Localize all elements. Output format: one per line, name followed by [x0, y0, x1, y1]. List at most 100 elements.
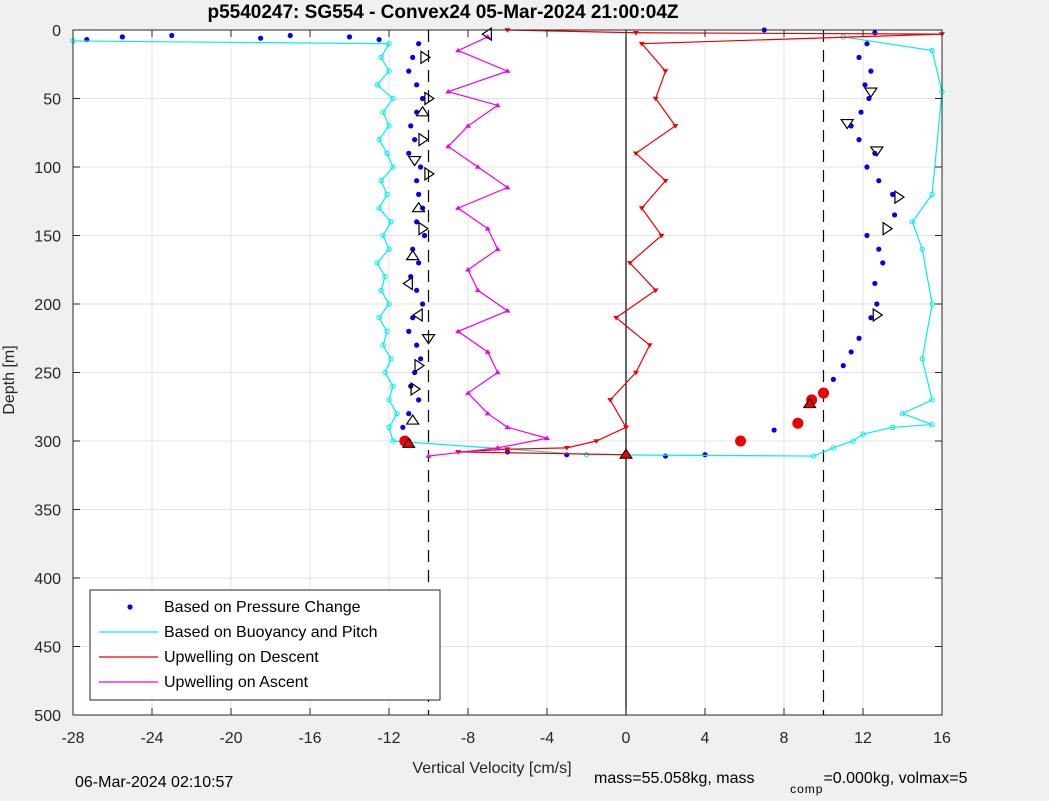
- open-triangle-marker: [407, 155, 422, 167]
- data-point: [929, 397, 935, 403]
- series-layer: [70, 27, 945, 459]
- data-point: [484, 225, 491, 231]
- data-point: [410, 54, 416, 61]
- data-point: [874, 301, 880, 307]
- data-point: [406, 411, 412, 417]
- data-point: [382, 273, 388, 280]
- data-point: [862, 82, 868, 88]
- data-point: [864, 41, 870, 47]
- data-point: [662, 69, 669, 74]
- data-point: [504, 68, 511, 73]
- data-point: [504, 424, 511, 430]
- data-point: [410, 246, 416, 252]
- open-triangle-marker: [415, 105, 430, 117]
- data-point: [414, 342, 420, 348]
- open-triangle-marker: [421, 334, 436, 345]
- y-tick-label: 150: [34, 229, 61, 246]
- data-point: [390, 164, 396, 170]
- data-point: [455, 328, 462, 334]
- data-point: [672, 124, 679, 129]
- y-tick-label: 200: [34, 297, 61, 314]
- legend-label: Upwelling on Descent: [164, 649, 319, 666]
- data-point: [386, 246, 392, 252]
- data-point: [583, 452, 590, 458]
- open-triangle-marker: [869, 146, 884, 158]
- data-point: [380, 109, 386, 115]
- open-triangle-marker: [418, 132, 430, 147]
- data-point: [119, 34, 125, 40]
- x-tick-label: 4: [701, 730, 710, 747]
- x-tick-label: 12: [854, 730, 872, 747]
- data-point: [504, 447, 511, 452]
- legend-swatch: [127, 604, 133, 610]
- open-triangle-marker: [412, 307, 423, 323]
- data-point: [445, 143, 452, 149]
- y-tick-label: 400: [34, 571, 61, 588]
- data-point: [418, 164, 424, 170]
- data-point: [419, 301, 426, 307]
- data-point: [662, 178, 669, 184]
- data-point: [856, 54, 862, 61]
- data-point: [929, 47, 935, 54]
- x-tick-label: -28: [61, 730, 84, 747]
- red-circle-marker: [735, 435, 747, 447]
- data-point: [652, 288, 659, 293]
- series-1: [70, 34, 945, 459]
- data-point: [386, 68, 392, 74]
- data-point: [455, 205, 462, 210]
- data-point: [868, 68, 874, 74]
- data-point: [484, 349, 491, 354]
- data-point: [864, 164, 870, 170]
- data-point: [465, 390, 471, 395]
- data-point: [856, 137, 862, 143]
- open-triangle-marker: [411, 201, 426, 213]
- open-triangle-marker: [405, 413, 420, 425]
- y-axis-label: Depth [m]: [1, 345, 18, 414]
- data-point: [414, 219, 420, 225]
- data-point: [386, 123, 392, 129]
- data-point: [892, 212, 898, 218]
- data-point: [623, 425, 629, 430]
- open-triangle-marker: [894, 190, 906, 205]
- y-tick-label: 300: [34, 434, 61, 451]
- x-tick-label: -16: [298, 730, 321, 747]
- data-point: [384, 328, 390, 335]
- y-tick-label: 250: [34, 366, 61, 383]
- data-point: [414, 178, 420, 184]
- open-triangle-marker: [424, 166, 435, 181]
- y-tick-label: 100: [34, 160, 61, 177]
- timestamp: 06-Mar-2024 02:10:57: [75, 774, 234, 791]
- data-point: [390, 383, 396, 389]
- data-point: [504, 308, 511, 313]
- data-point: [414, 82, 420, 88]
- series-3: [425, 34, 550, 458]
- data-point: [416, 260, 422, 266]
- x-tick-label: 8: [780, 730, 789, 747]
- open-triangle-marker: [402, 276, 413, 291]
- x-tick-label: -12: [377, 730, 400, 747]
- data-point: [380, 232, 386, 239]
- data-point: [258, 35, 264, 41]
- data-point: [876, 178, 882, 184]
- data-point: [889, 424, 896, 430]
- open-triangle-marker: [410, 381, 422, 397]
- data-point: [390, 95, 396, 102]
- data-point: [425, 453, 432, 458]
- data-point: [414, 287, 420, 293]
- open-triangle-marker: [424, 91, 435, 106]
- data-point: [378, 54, 384, 61]
- open-triangle-marker: [405, 249, 420, 261]
- data-point: [929, 301, 935, 307]
- data-point: [638, 41, 645, 47]
- marker-layer: [399, 26, 906, 459]
- legend-label: Upwelling on Ascent: [164, 674, 309, 691]
- open-triangle-marker: [418, 221, 430, 236]
- data-point: [872, 30, 878, 36]
- data-point: [868, 315, 874, 321]
- red-triangle-marker: [802, 397, 817, 409]
- data-point: [658, 233, 665, 239]
- data-point: [465, 267, 471, 272]
- data-point: [494, 369, 501, 375]
- data-point: [346, 34, 353, 40]
